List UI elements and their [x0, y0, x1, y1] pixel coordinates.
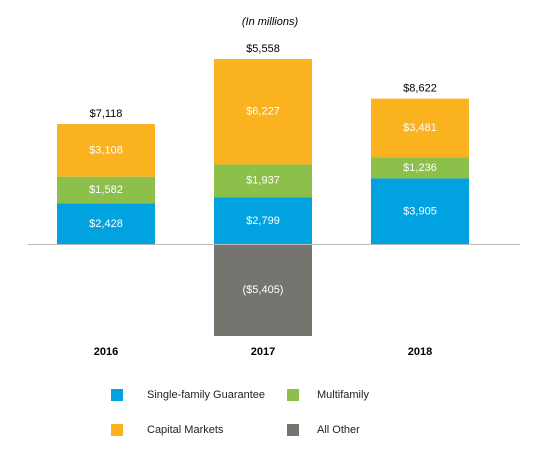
bar-segment — [57, 124, 155, 177]
legend-label: Multifamily — [317, 389, 369, 401]
bar-segment — [57, 176, 155, 204]
value-label: $3,481 — [403, 122, 437, 134]
bar-segment — [214, 59, 312, 165]
legend-label: Single-family Guarantee — [147, 389, 265, 401]
bar-segment — [57, 203, 155, 245]
bar-segment — [371, 178, 469, 245]
value-label: $1,236 — [403, 162, 437, 174]
bar-segment — [371, 98, 469, 158]
bar-segment — [214, 244, 312, 336]
value-label: $6,227 — [246, 106, 280, 118]
value-label: $2,428 — [89, 218, 123, 230]
bar-segment — [214, 164, 312, 198]
legend-swatch — [287, 389, 299, 401]
total-label: $8,622 — [403, 83, 437, 95]
total-label: $7,118 — [90, 108, 123, 120]
legend-label: All Other — [317, 424, 360, 436]
bar-segment — [214, 197, 312, 245]
legend-swatch — [111, 389, 123, 401]
x-tick-label: 2018 — [408, 346, 432, 358]
legend-swatch — [111, 424, 123, 436]
value-label: $3,905 — [403, 205, 437, 217]
x-tick-label: 2017 — [251, 346, 275, 358]
chart-subtitle: (In millions) — [242, 16, 299, 28]
x-tick-label: 2016 — [94, 346, 118, 358]
value-label: $1,582 — [89, 184, 123, 196]
value-label: $1,937 — [246, 175, 280, 187]
value-label: $2,799 — [246, 215, 280, 227]
value-label: ($5,405) — [243, 284, 284, 296]
bar-segment — [371, 157, 469, 179]
total-label: $5,558 — [246, 43, 280, 55]
value-label: $3,108 — [89, 144, 123, 156]
legend-label: Capital Markets — [147, 424, 224, 436]
legend-swatch — [287, 424, 299, 436]
